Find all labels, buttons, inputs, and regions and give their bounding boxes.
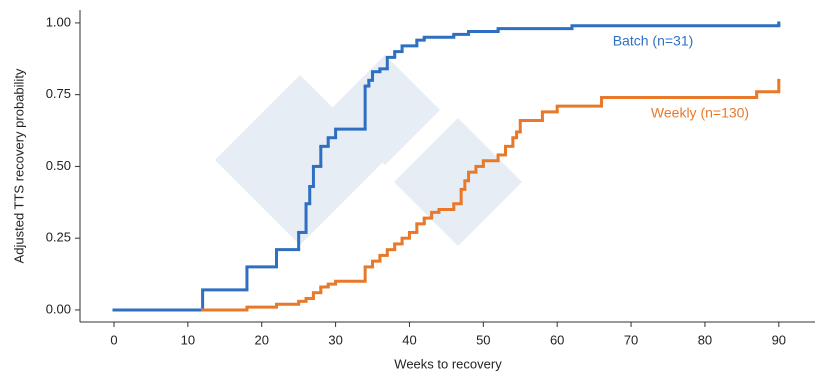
x-tick-label: 70 <box>624 332 638 347</box>
x-tick-label: 30 <box>328 332 342 347</box>
x-tick-label: 60 <box>550 332 564 347</box>
x-tick-label: 80 <box>698 332 712 347</box>
y-tick-label: 0.50 <box>46 158 71 173</box>
x-tick-label: 40 <box>402 332 416 347</box>
x-tick-label: 20 <box>254 332 268 347</box>
y-axis-label: Adjusted TTS recovery probability <box>11 68 26 263</box>
y-tick-label: 0.00 <box>46 301 71 316</box>
x-tick-label: 50 <box>476 332 490 347</box>
y-tick-label: 0.25 <box>46 230 71 245</box>
y-tick-label: 0.75 <box>46 86 71 101</box>
series-label: Weekly (n=130) <box>651 105 749 121</box>
series-label: Batch (n=31) <box>613 33 694 49</box>
x-tick-label: 0 <box>110 332 117 347</box>
watermark <box>215 55 522 246</box>
x-axis-label: Weeks to recovery <box>394 356 502 371</box>
x-tick-label: 10 <box>181 332 195 347</box>
x-tick-label: 90 <box>772 332 786 347</box>
y-tick-label: 1.00 <box>46 14 71 29</box>
